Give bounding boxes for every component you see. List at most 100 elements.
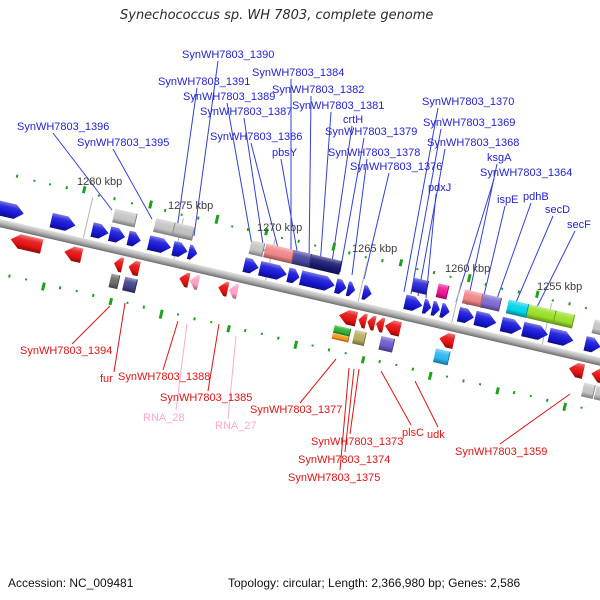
leader-line (52, 132, 113, 211)
ruler-label: 1280 kbp (77, 176, 123, 188)
gene-label[interactable]: SynWH7803_1369 (423, 117, 516, 129)
leader-line (162, 320, 179, 371)
gene-label[interactable]: fur (100, 373, 113, 385)
green-tick (311, 344, 314, 347)
gene-label[interactable]: SynWH7803_1377 (250, 404, 343, 416)
green-tick (75, 289, 78, 293)
leader-line (414, 380, 439, 428)
leader-line (339, 137, 365, 273)
gene-label[interactable]: SynWH7803_1364 (480, 167, 573, 179)
green-tick (180, 213, 183, 216)
status-bar: Accession: NC_009481 Topology: circular;… (0, 573, 600, 600)
gene-label[interactable]: SynWH7803_1373 (311, 436, 404, 448)
green-tick (551, 299, 555, 302)
leader-line (466, 163, 498, 306)
gene-label[interactable]: SynWH7803_1395 (77, 137, 170, 149)
map-title: Synechococcus sp. WH 7803, complete geno… (120, 8, 434, 23)
gene-box[interactable] (411, 277, 430, 295)
leader-line (492, 202, 532, 311)
green-tick (260, 332, 264, 336)
leader-line (176, 87, 198, 230)
leader-line (280, 158, 300, 263)
status-topology: Topology: circular; Length: 2,366,980 bp… (228, 576, 521, 590)
gene-label[interactable]: SynWH7803_1394 (20, 345, 113, 357)
gene-label[interactable]: SynWH7803_1368 (427, 137, 520, 149)
ruler-label: 1260 kbp (445, 263, 491, 275)
gene-label[interactable]: SynWH7803_1390 (182, 49, 275, 61)
gene-label[interactable]: SynWH7803_1385 (160, 392, 253, 404)
green-tick (33, 179, 36, 182)
gene-label[interactable]: SynWH7803_1359 (455, 446, 548, 458)
ruler-label: 1265 kbp (352, 243, 398, 255)
leader-line (417, 148, 446, 297)
ruler-label: 1255 kbp (537, 281, 583, 293)
gene-label[interactable]: pdxJ (428, 182, 452, 194)
gene-label[interactable]: SynWH7803_1376 (350, 161, 443, 173)
green-tick (48, 183, 52, 186)
leader-line (380, 370, 412, 426)
green-tick (344, 351, 347, 355)
leader-line (480, 205, 506, 309)
leader-line (410, 128, 442, 295)
gene-label[interactable]: SynWH7803_1374 (298, 454, 391, 466)
gene-label[interactable]: crtH (343, 114, 364, 126)
leader-line (71, 305, 111, 345)
leader-line (363, 172, 390, 280)
gene-label[interactable]: RNA_28 (143, 412, 185, 424)
leader-line (175, 323, 188, 411)
gene-label[interactable]: SynWH7803_1389 (183, 91, 276, 103)
ruler-label: 1275 kbp (168, 200, 214, 212)
green-tick (130, 202, 134, 205)
gene-label[interactable]: SynWH7803_1387 (200, 106, 293, 118)
gene-label[interactable]: secF (567, 219, 591, 231)
gene-box[interactable] (432, 348, 451, 366)
leader-line (250, 142, 281, 257)
gene-label[interactable]: SynWH7803_1378 (328, 147, 421, 159)
leader-line (351, 158, 368, 276)
gene-label[interactable]: pbsY (272, 147, 298, 159)
gene-label[interactable]: SynWH7803_1391 (158, 76, 251, 88)
leader-line (243, 117, 265, 252)
green-tick (416, 267, 419, 271)
green-tick (580, 406, 583, 409)
gene-label[interactable]: SynWH7803_1382 (272, 84, 365, 96)
leader-line (344, 368, 355, 453)
leader-line (193, 60, 219, 237)
ruler-label: 1270 kbp (257, 222, 303, 234)
gene-label[interactable]: plsC (402, 427, 425, 439)
leader-line (226, 102, 253, 246)
gene-label[interactable]: SynWH7803_1375 (288, 472, 381, 484)
leader-line (227, 335, 237, 420)
leader-line (308, 95, 312, 264)
gene-label[interactable]: SynWH7803_1396 (17, 121, 110, 133)
leader-line (349, 368, 360, 435)
gene-label[interactable]: RNA_27 (215, 420, 257, 432)
green-tick (364, 256, 367, 259)
gene-label[interactable]: secD (545, 204, 571, 216)
gene-label[interactable]: udk (427, 429, 445, 441)
leader-line (510, 215, 554, 315)
leader-line (113, 302, 126, 373)
leader-line (530, 230, 576, 320)
gene-label[interactable]: SynWH7803_1384 (252, 67, 345, 79)
gene-label[interactable]: SynWH7803_1388 (118, 371, 211, 383)
leader-line (339, 367, 350, 471)
gene-label[interactable]: ispE (497, 194, 519, 206)
gene-label[interactable]: SynWH7803_1370 (422, 96, 515, 108)
green-tick (24, 278, 28, 281)
leader-line (319, 111, 332, 267)
leader-line (299, 358, 337, 404)
leader-line (499, 393, 571, 445)
leader-line (455, 178, 495, 303)
gene-label[interactable]: SynWH7803_1386 (210, 131, 303, 143)
green-tick (97, 194, 100, 197)
green-tick (231, 225, 234, 228)
leader-line (403, 107, 439, 293)
gene-label[interactable]: SynWH7803_1381 (292, 100, 385, 112)
gene-label[interactable]: SynWH7803_1379 (325, 126, 418, 138)
leader-line (207, 323, 220, 392)
gene-label[interactable]: ksgA (487, 152, 512, 164)
gene-label[interactable]: pdhB (523, 191, 549, 203)
